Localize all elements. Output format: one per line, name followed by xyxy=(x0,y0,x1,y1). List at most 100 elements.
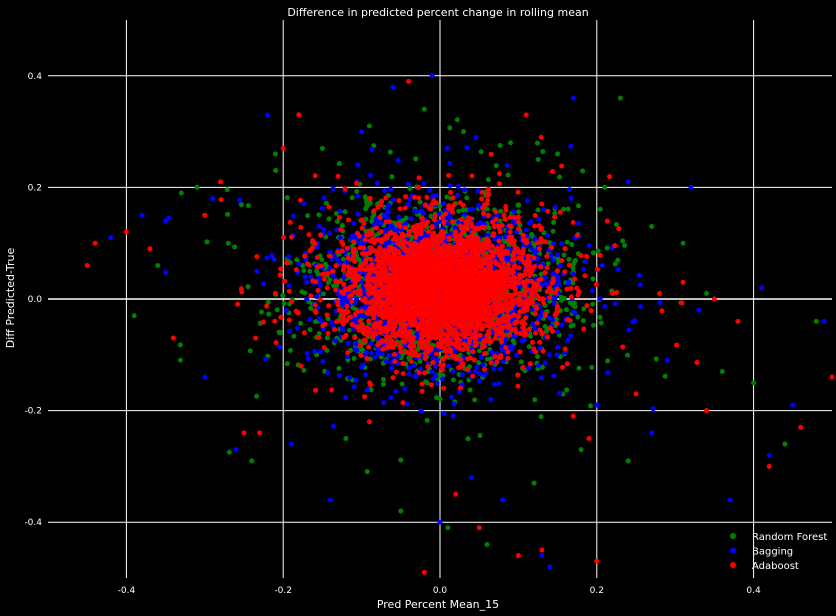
data-point xyxy=(332,326,338,332)
data-point xyxy=(456,208,462,214)
data-point xyxy=(380,381,386,387)
data-point xyxy=(464,145,470,151)
data-point xyxy=(392,227,398,233)
data-point xyxy=(553,204,559,210)
data-point xyxy=(534,281,540,287)
data-point xyxy=(457,385,463,391)
data-point xyxy=(532,212,538,218)
data-point xyxy=(416,195,422,201)
data-point xyxy=(500,359,506,365)
data-point xyxy=(310,238,316,244)
data-point xyxy=(649,223,655,229)
data-point xyxy=(551,373,557,379)
data-point xyxy=(501,212,507,218)
data-point xyxy=(590,276,596,282)
data-point xyxy=(581,326,587,332)
data-point xyxy=(727,497,733,503)
data-point xyxy=(273,167,279,173)
data-point xyxy=(408,358,414,364)
data-point xyxy=(389,174,395,180)
data-point xyxy=(344,318,350,324)
data-point xyxy=(478,149,484,155)
data-point xyxy=(481,224,487,230)
data-point xyxy=(411,362,417,368)
data-point xyxy=(286,317,292,323)
data-point xyxy=(516,265,522,271)
data-point xyxy=(454,117,460,123)
data-point xyxy=(364,387,370,393)
data-point xyxy=(497,171,503,177)
data-point xyxy=(636,272,642,278)
data-point xyxy=(334,298,340,304)
data-point xyxy=(321,345,327,351)
data-point xyxy=(557,390,563,396)
data-point xyxy=(281,300,287,306)
data-point xyxy=(293,267,299,273)
data-point xyxy=(485,177,491,183)
data-point xyxy=(297,197,303,203)
data-point xyxy=(535,255,541,261)
data-point xyxy=(449,219,455,225)
data-point xyxy=(466,339,472,345)
data-point xyxy=(790,402,796,408)
data-point xyxy=(539,364,545,370)
data-point xyxy=(345,353,351,359)
data-point xyxy=(568,195,574,201)
data-point xyxy=(492,381,498,387)
data-point xyxy=(351,384,357,390)
data-point xyxy=(431,198,437,204)
data-point xyxy=(380,400,386,406)
data-point xyxy=(108,235,114,241)
data-point xyxy=(278,329,284,335)
data-point xyxy=(368,340,374,346)
data-point xyxy=(544,265,550,271)
data-point xyxy=(507,229,513,235)
data-point xyxy=(359,364,365,370)
data-point xyxy=(503,336,509,342)
data-point xyxy=(469,173,475,179)
data-point xyxy=(548,244,554,250)
data-point xyxy=(447,160,453,166)
data-point xyxy=(566,262,572,268)
data-point xyxy=(458,217,464,223)
data-point xyxy=(344,303,350,309)
data-point xyxy=(505,249,511,255)
data-point xyxy=(500,306,506,312)
data-point xyxy=(359,308,365,314)
data-point xyxy=(566,256,572,262)
data-point xyxy=(426,229,432,235)
data-point xyxy=(545,232,551,238)
data-point xyxy=(564,307,570,313)
data-point xyxy=(349,322,355,328)
data-point xyxy=(407,196,413,202)
data-point xyxy=(515,372,521,378)
data-point xyxy=(507,278,513,284)
data-point xyxy=(440,357,446,363)
data-point xyxy=(202,374,208,380)
data-point xyxy=(493,163,499,169)
data-point xyxy=(512,326,518,332)
data-point xyxy=(575,292,581,298)
data-point xyxy=(649,430,655,436)
data-point xyxy=(496,181,502,187)
data-point xyxy=(417,199,423,205)
data-point xyxy=(284,361,290,367)
data-point xyxy=(446,214,452,220)
data-point xyxy=(515,189,521,195)
data-point xyxy=(424,194,430,200)
data-point xyxy=(432,217,438,223)
data-point xyxy=(359,129,365,135)
data-point xyxy=(351,220,357,226)
data-point xyxy=(362,394,368,400)
data-point xyxy=(331,253,337,259)
data-point xyxy=(301,201,307,207)
data-point xyxy=(402,205,408,211)
data-point xyxy=(350,305,356,311)
data-point xyxy=(237,197,243,203)
data-point xyxy=(265,299,271,305)
data-point xyxy=(484,201,490,207)
data-point xyxy=(349,298,355,304)
data-point xyxy=(319,205,325,211)
data-point xyxy=(314,254,320,260)
data-point xyxy=(349,195,355,201)
